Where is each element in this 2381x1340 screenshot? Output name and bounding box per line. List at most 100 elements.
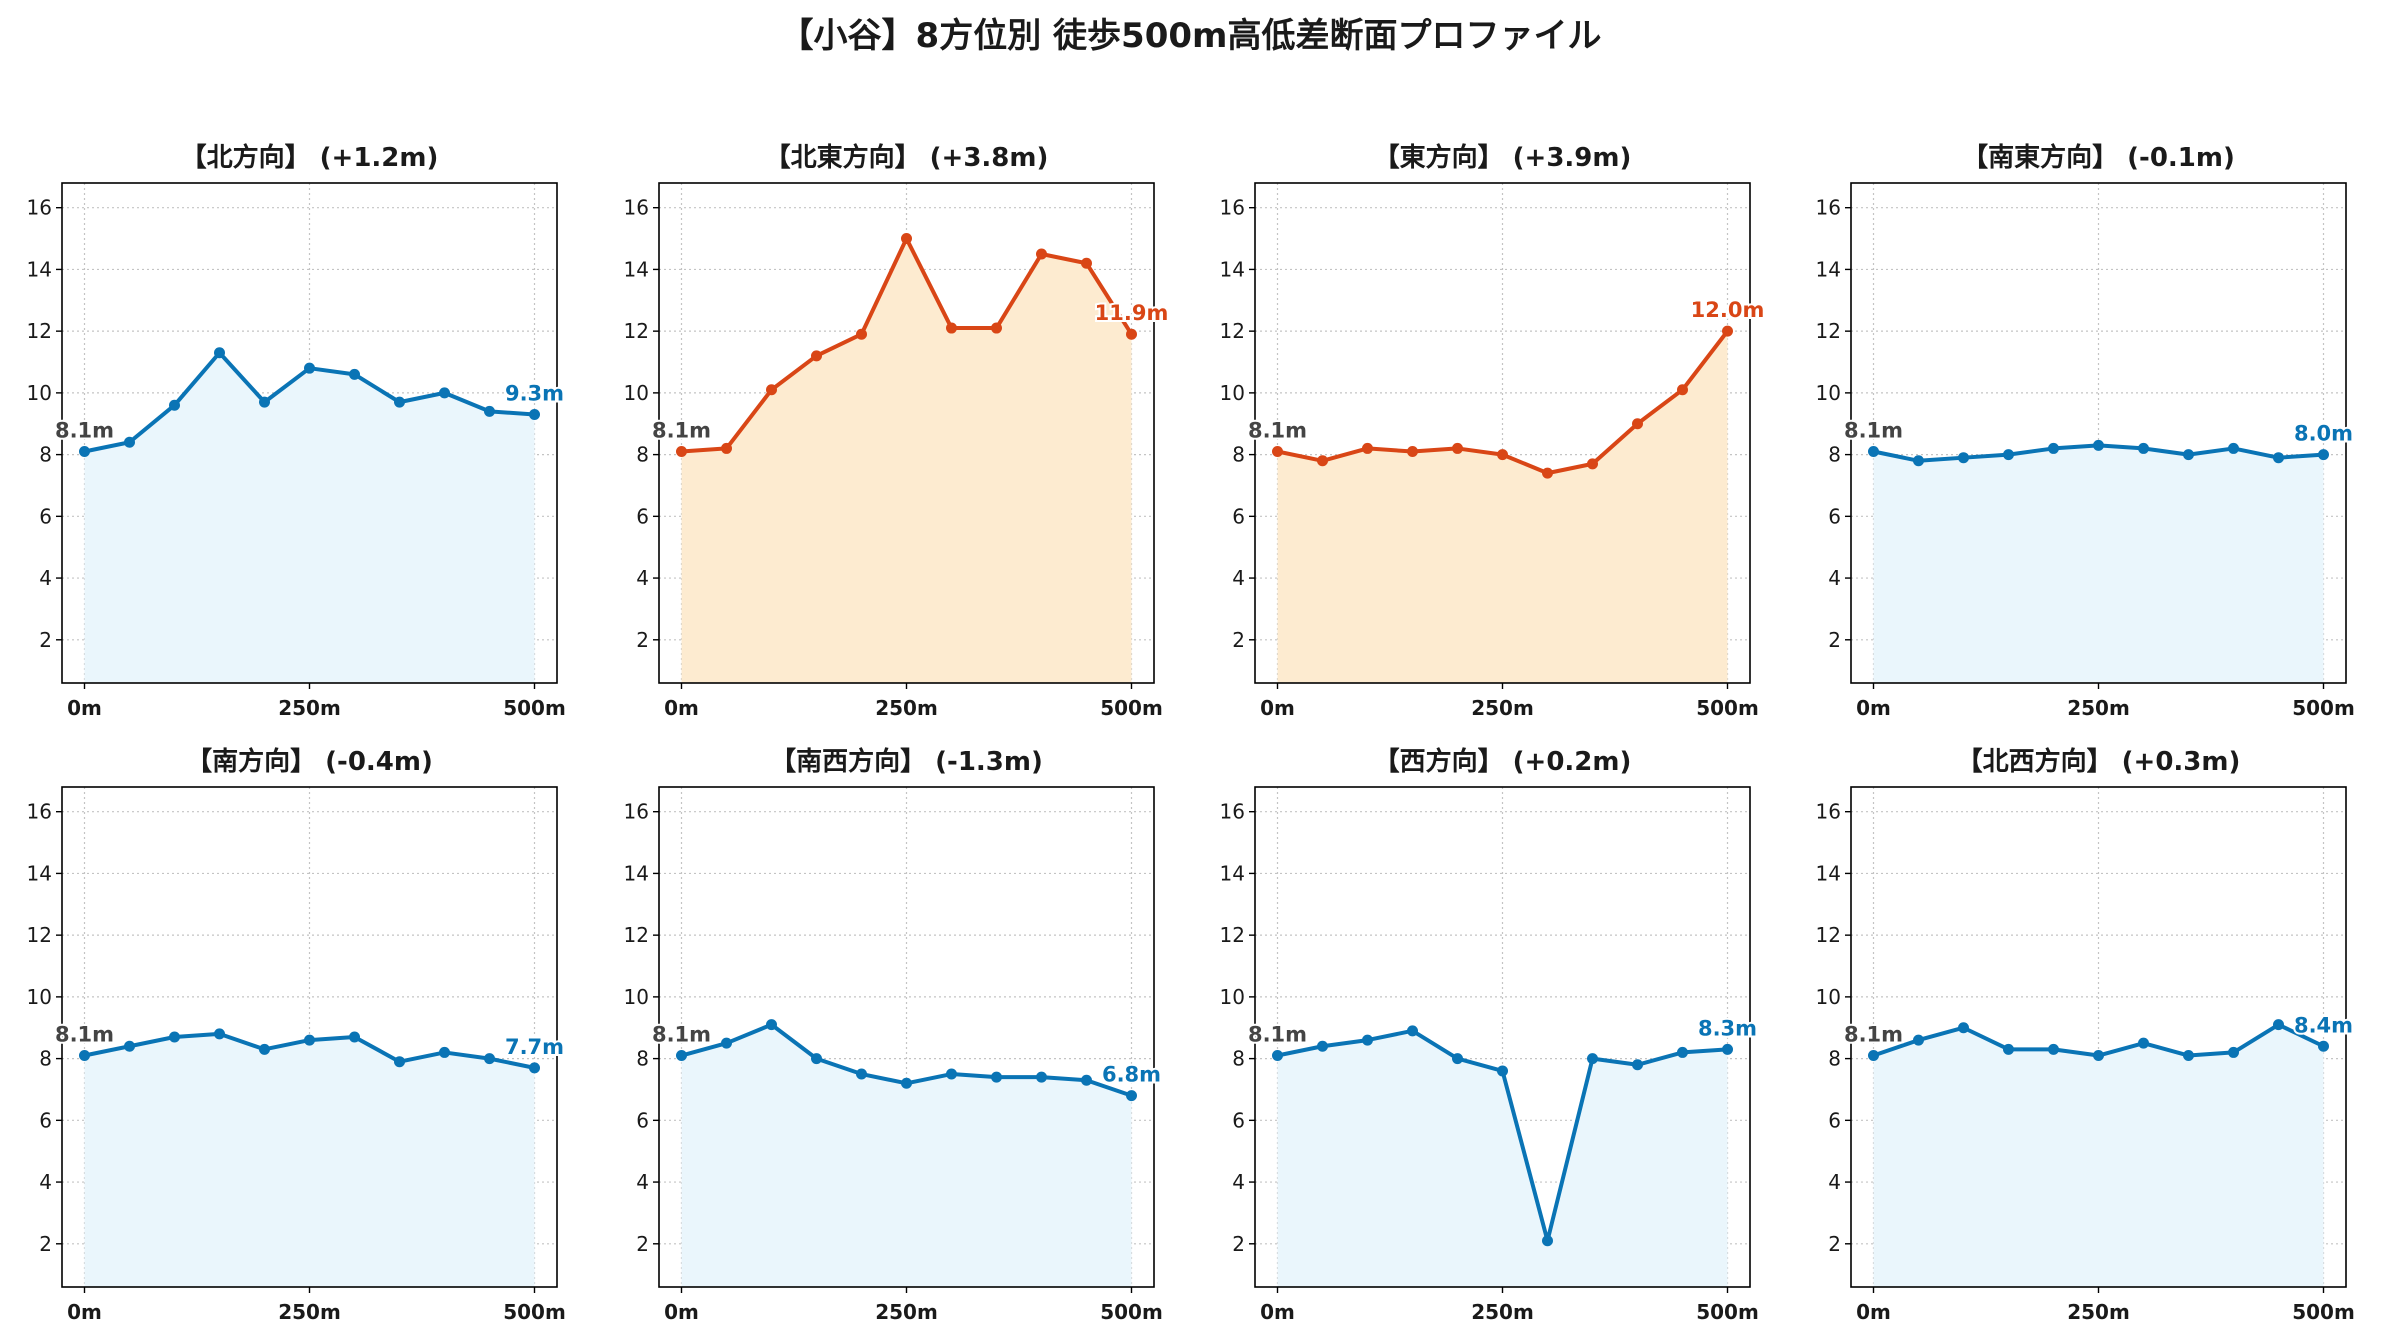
subplot-title: 【南方向】 (-0.4m) [186,746,433,777]
data-point [1722,1043,1733,1055]
y-tick-label: 4 [1232,1170,1245,1194]
y-tick-label: 12 [1220,923,1245,947]
y-tick-label: 8 [1232,443,1245,467]
data-point [2228,1046,2239,1058]
x-tick-label: 500m [1100,696,1163,720]
end-elevation-label: 9.3m [505,381,564,405]
subplot-title: 【北東方向】 (+3.8m) [765,142,1049,173]
data-point [1036,1071,1047,1083]
elevation-area [1277,1030,1728,1287]
y-tick-label: 2 [1232,628,1245,652]
y-tick-label: 10 [1816,381,1841,405]
x-tick-label: 0m [1260,696,1295,720]
x-tick-label: 0m [664,1300,699,1324]
data-point [484,1053,495,1065]
y-tick-label: 6 [636,1108,649,1132]
data-point [676,446,687,458]
data-point [304,362,315,374]
y-tick-label: 14 [624,257,649,281]
x-tick-label: 500m [503,696,566,720]
data-point [349,368,360,380]
y-tick-label: 16 [624,800,649,824]
start-elevation-label: 8.1m [1248,419,1307,443]
data-point [169,399,180,411]
data-point [766,1019,777,1031]
y-tick-label: 10 [27,985,52,1009]
data-point [214,1028,225,1040]
data-point [1677,384,1688,396]
data-point [2138,442,2149,454]
data-point [259,396,270,408]
y-tick-label: 6 [39,504,52,528]
data-point [901,233,912,245]
data-point [946,1068,957,1080]
data-point [1632,418,1643,430]
data-point [1677,1046,1688,1058]
data-point [79,446,90,458]
end-elevation-label: 8.4m [2294,1013,2353,1037]
y-tick-label: 6 [39,1108,52,1132]
elevation-area [1873,445,2324,683]
data-point [1913,1034,1924,1046]
start-elevation-label: 8.1m [55,419,114,443]
y-tick-label: 16 [27,800,52,824]
y-tick-label: 8 [39,443,52,467]
y-tick-label: 2 [636,1232,649,1256]
data-point [2183,449,2194,461]
data-point [811,1053,822,1065]
data-point [349,1031,360,1043]
x-tick-label: 250m [875,696,938,720]
y-tick-label: 12 [27,923,52,947]
data-point [2093,439,2104,451]
data-point [946,322,957,334]
y-tick-label: 8 [39,1047,52,1071]
data-point [2273,452,2284,464]
subplot-title: 【東方向】 (+3.9m) [1374,142,1632,173]
data-point [304,1034,315,1046]
data-point [259,1043,270,1055]
y-tick-label: 4 [636,1170,649,1194]
data-point [766,384,777,396]
data-point [901,1077,912,1089]
elevation-area [1873,1024,2324,1287]
start-elevation-label: 8.1m [1248,1023,1307,1047]
end-elevation-label: 8.3m [1698,1016,1757,1040]
data-point [1452,1053,1463,1065]
y-tick-label: 12 [624,923,649,947]
x-tick-label: 250m [875,1300,938,1324]
data-point [721,442,732,454]
data-point [394,1056,405,1068]
y-tick-label: 14 [1816,861,1841,885]
data-point [1868,1050,1879,1062]
y-tick-label: 2 [39,1232,52,1256]
end-elevation-label: 12.0m [1691,298,1765,322]
y-tick-label: 6 [1232,1108,1245,1132]
y-tick-label: 8 [636,1047,649,1071]
y-tick-label: 8 [1828,443,1841,467]
data-point [2273,1019,2284,1031]
subplot-4: 【南東方向】 (-0.1m) 2 4 6 8 10 12 14 16 0m 250m 500m 8.1m… [1816,142,2356,720]
y-tick-label: 10 [1220,381,1245,405]
data-point [2318,1040,2329,1052]
data-point [991,1071,1002,1083]
y-tick-label: 2 [1828,1232,1841,1256]
data-point [1362,1034,1373,1046]
data-point [1272,446,1283,458]
data-point [856,328,867,340]
x-tick-label: 0m [1856,1300,1891,1324]
y-tick-label: 10 [1220,985,1245,1009]
data-point [2183,1050,2194,1062]
data-point [1587,1053,1598,1065]
y-tick-label: 4 [39,1170,52,1194]
subplot-title: 【南西方向】 (-1.3m) [770,746,1043,777]
x-tick-label: 500m [2292,1300,2355,1324]
y-tick-label: 10 [1816,985,1841,1009]
y-tick-label: 4 [1232,566,1245,590]
x-tick-label: 250m [1471,696,1534,720]
data-point [2093,1050,2104,1062]
y-tick-label: 14 [1816,257,1841,281]
data-point [2138,1037,2149,1049]
subplot-3: 【東方向】 (+3.9m) 2 4 6 8 10 12 14 16 0m 250m 500m 8.1m 1… [1220,142,1767,720]
data-point [856,1068,867,1080]
